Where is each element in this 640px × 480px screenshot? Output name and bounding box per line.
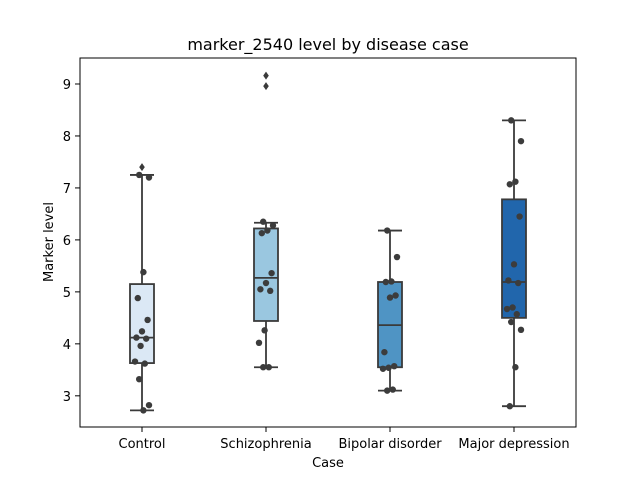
data-point	[143, 335, 150, 342]
y-tick-label: 3	[63, 390, 71, 405]
data-point	[384, 387, 391, 394]
plot-area: 3 4 5 6 7 8 9 Control Schizophrenia Bipolar disor…	[63, 57, 577, 452]
data-point	[506, 181, 513, 188]
data-point	[136, 375, 143, 383]
data-point	[505, 277, 512, 284]
y-tick-label: 8	[63, 130, 71, 145]
data-point	[255, 339, 263, 347]
outlier-marker	[263, 82, 269, 91]
data-point	[145, 401, 153, 409]
x-tick-label: Bipolar disorder	[338, 437, 442, 452]
data-point	[392, 292, 399, 299]
box	[129, 283, 155, 364]
data-point	[512, 364, 519, 371]
data-point	[261, 327, 268, 334]
data-point	[260, 218, 267, 225]
data-point	[510, 261, 518, 268]
data-point	[262, 279, 270, 287]
data-point	[382, 278, 389, 286]
y-tick-label: 6	[63, 234, 71, 249]
data-point	[134, 294, 141, 302]
data-point	[140, 407, 147, 414]
data-point	[145, 174, 153, 181]
data-point	[391, 362, 398, 370]
x-tick-label: Schizophrenia	[220, 437, 311, 452]
data-point	[386, 294, 394, 301]
data-point	[388, 278, 395, 285]
data-point	[508, 117, 515, 124]
data-point	[509, 304, 516, 311]
x-tick-label: Control	[119, 437, 166, 452]
data-point	[144, 316, 151, 324]
data-point	[503, 305, 511, 313]
data-point	[393, 253, 401, 261]
box	[253, 227, 279, 322]
data-point	[141, 360, 148, 367]
data-point	[257, 286, 264, 293]
data-point	[258, 229, 265, 237]
data-point	[265, 364, 272, 371]
outlier-marker	[139, 163, 145, 172]
data-point	[515, 279, 522, 287]
y-tick-label: 5	[63, 286, 71, 301]
data-point	[516, 213, 523, 220]
y-axis-label: Marker level	[42, 202, 57, 282]
data-point	[512, 178, 519, 185]
data-point	[517, 137, 525, 145]
data-point	[140, 268, 147, 276]
plot-frame	[79, 57, 577, 428]
data-point	[379, 365, 387, 372]
data-point	[385, 364, 392, 371]
data-point	[513, 311, 520, 318]
data-point	[268, 269, 275, 277]
data-point	[269, 222, 277, 229]
data-point	[264, 227, 271, 234]
data-point	[381, 348, 388, 356]
data-point	[267, 287, 274, 295]
data-point	[506, 403, 513, 410]
y-tick-label: 7	[63, 182, 71, 197]
box	[501, 198, 527, 319]
y-tick-label: 9	[63, 78, 71, 93]
data-point	[138, 328, 146, 335]
data-point	[517, 326, 525, 334]
outlier-marker	[263, 71, 269, 80]
chart-title: marker_2540 level by disease case	[187, 35, 468, 55]
y-tick-label: 4	[63, 338, 71, 353]
data-point	[389, 386, 396, 393]
data-point	[131, 358, 139, 365]
data-point	[384, 227, 391, 234]
data-point	[508, 318, 515, 326]
data-point	[260, 364, 267, 371]
data-point	[137, 342, 144, 350]
data-point	[136, 171, 143, 179]
x-axis-label: Case	[312, 456, 344, 471]
x-tick-label: Major depression	[458, 437, 569, 452]
data-point	[133, 334, 140, 341]
